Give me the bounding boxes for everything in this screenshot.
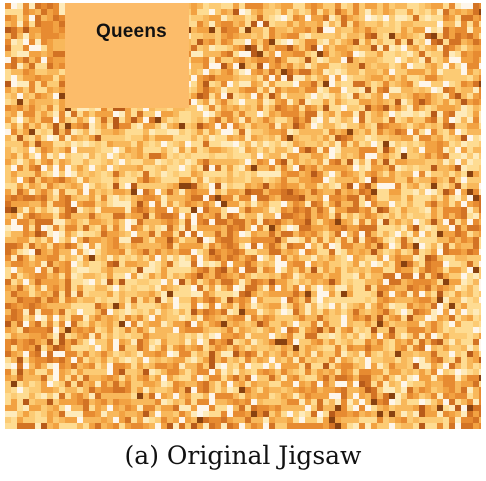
heatmap-canvas bbox=[5, 3, 481, 429]
jigsaw-heatmap-image: Queens bbox=[5, 3, 481, 429]
figure-caption: (a) Original Jigsaw bbox=[124, 441, 362, 470]
